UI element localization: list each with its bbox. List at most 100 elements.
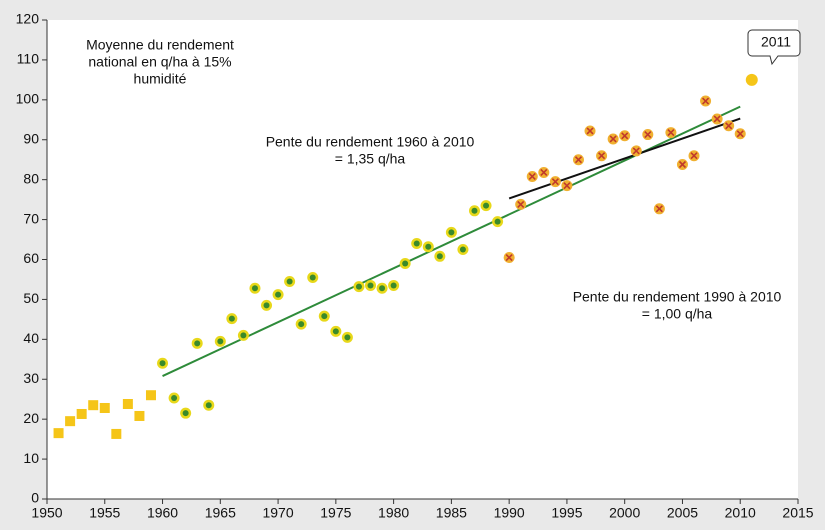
point (168, 392, 180, 404)
point (226, 313, 238, 325)
y-tick-label: 50 (23, 290, 39, 306)
annotation: Moyenne du rendement (86, 37, 234, 53)
annotation: = 1,35 q/ha (335, 151, 406, 167)
marker-center (251, 285, 258, 292)
annotation: = 1,00 q/ha (642, 306, 713, 322)
marker-center (390, 282, 397, 289)
point (584, 125, 596, 137)
marker-cross (736, 130, 744, 138)
marker-cross (678, 160, 687, 169)
square-marker (111, 428, 122, 439)
marker-cross (690, 152, 698, 160)
marker-center (344, 334, 351, 341)
marker-cross (598, 152, 606, 160)
marker-center (205, 402, 212, 409)
square-marker (134, 410, 145, 421)
marker-center (448, 229, 455, 236)
point (745, 73, 758, 86)
marker-center (332, 328, 339, 335)
point (134, 410, 145, 421)
marker-center (483, 202, 490, 209)
square-marker (145, 390, 156, 401)
marker-cross (563, 182, 571, 190)
y-tick-label: 20 (23, 410, 39, 426)
marker-center (379, 285, 386, 292)
point (399, 257, 411, 269)
square-marker (76, 408, 87, 419)
marker-cross (713, 115, 721, 123)
marker-center (298, 321, 305, 328)
point (480, 200, 492, 212)
x-tick-label: 1975 (320, 505, 351, 521)
marker-cross (725, 122, 733, 130)
x-tick-label: 1980 (378, 505, 409, 521)
point (191, 337, 203, 349)
marker-cross (528, 172, 536, 181)
marker-center (286, 278, 293, 285)
circle-marker (745, 73, 758, 86)
marker-center (402, 260, 409, 267)
marker-center (436, 253, 443, 260)
point (237, 329, 249, 341)
marker-center (217, 338, 224, 345)
x-tick-label: 1970 (262, 505, 293, 521)
point (492, 216, 504, 228)
point (538, 166, 550, 178)
point (284, 275, 296, 287)
y-tick-label: 110 (17, 51, 40, 67)
marker-center (240, 332, 247, 339)
point (99, 402, 110, 413)
point (607, 133, 619, 145)
y-tick-label: 90 (23, 130, 39, 146)
point (411, 238, 423, 250)
marker-center (159, 360, 166, 367)
marker-center (263, 302, 270, 309)
annotation: 2011 (761, 34, 791, 50)
point (353, 281, 365, 293)
x-tick-label: 1990 (494, 505, 525, 521)
point (630, 145, 642, 157)
point (711, 113, 723, 125)
point (526, 170, 538, 182)
marker-cross (667, 128, 675, 137)
y-tick-label: 120 (16, 11, 40, 27)
point (561, 180, 573, 192)
x-tick-label: 2010 (725, 505, 756, 521)
point (457, 244, 469, 256)
marker-center (425, 243, 432, 250)
marker-cross (644, 130, 652, 139)
point (445, 226, 457, 238)
x-tick-label: 2000 (609, 505, 640, 521)
x-tick-label: 1960 (147, 505, 178, 521)
y-tick-label: 0 (31, 490, 39, 506)
point (723, 120, 735, 132)
marker-cross (609, 135, 617, 143)
point (434, 250, 446, 262)
marker-center (194, 340, 201, 347)
marker-center (413, 240, 420, 247)
point (272, 289, 284, 301)
marker-center (367, 282, 374, 289)
point (642, 129, 654, 141)
square-marker (65, 416, 76, 427)
point (53, 428, 64, 439)
point (65, 416, 76, 427)
y-tick-label: 70 (23, 210, 39, 226)
marker-cross (632, 147, 640, 155)
point (653, 203, 665, 215)
point (341, 331, 353, 343)
annotation: national en q/ha à 15% (88, 54, 231, 70)
marker-center (275, 291, 282, 298)
point (180, 407, 192, 419)
point (422, 241, 434, 253)
marker-cross (586, 127, 594, 135)
callout-box (747, 29, 801, 66)
square-marker (53, 428, 64, 439)
point (295, 318, 307, 330)
point (700, 95, 712, 107)
point (76, 408, 87, 419)
x-tick-label: 1995 (551, 505, 582, 521)
point (572, 154, 584, 166)
point (249, 282, 261, 294)
point (388, 279, 400, 291)
